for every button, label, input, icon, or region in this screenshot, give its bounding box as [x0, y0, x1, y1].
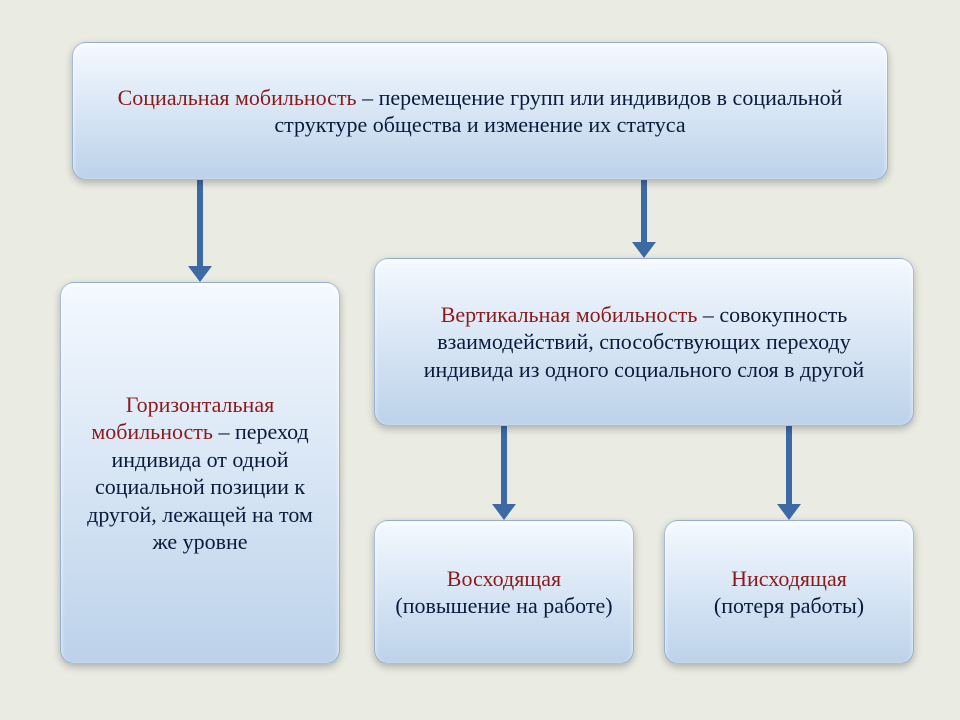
diagram-canvas: Социальная мобильность – перемещение гру… — [0, 0, 960, 720]
node-horizontal-sep: – — [213, 419, 235, 444]
node-ascending-title: Восходящая — [447, 566, 561, 591]
node-descending-title: Нисходящая — [731, 566, 847, 591]
node-descending: Нисходящая (потеря работы) — [664, 520, 914, 664]
node-root-sep: – — [357, 85, 379, 110]
node-root-title: Социальная мобильность — [118, 85, 357, 110]
node-ascending: Восходящая (повышение на работе) — [374, 520, 634, 664]
node-ascending-body: (повышение на работе) — [395, 593, 612, 618]
node-root: Социальная мобильность – перемещение гру… — [72, 42, 888, 180]
node-horizontal: Горизонтальная мобильность – переход инд… — [60, 282, 340, 664]
node-vertical-sep: – — [697, 302, 719, 327]
node-vertical: Вертикальная мобильность – совокупность … — [374, 258, 914, 426]
node-descending-body: (потеря работы) — [714, 593, 864, 618]
node-vertical-title: Вертикальная мобильность — [441, 302, 698, 327]
